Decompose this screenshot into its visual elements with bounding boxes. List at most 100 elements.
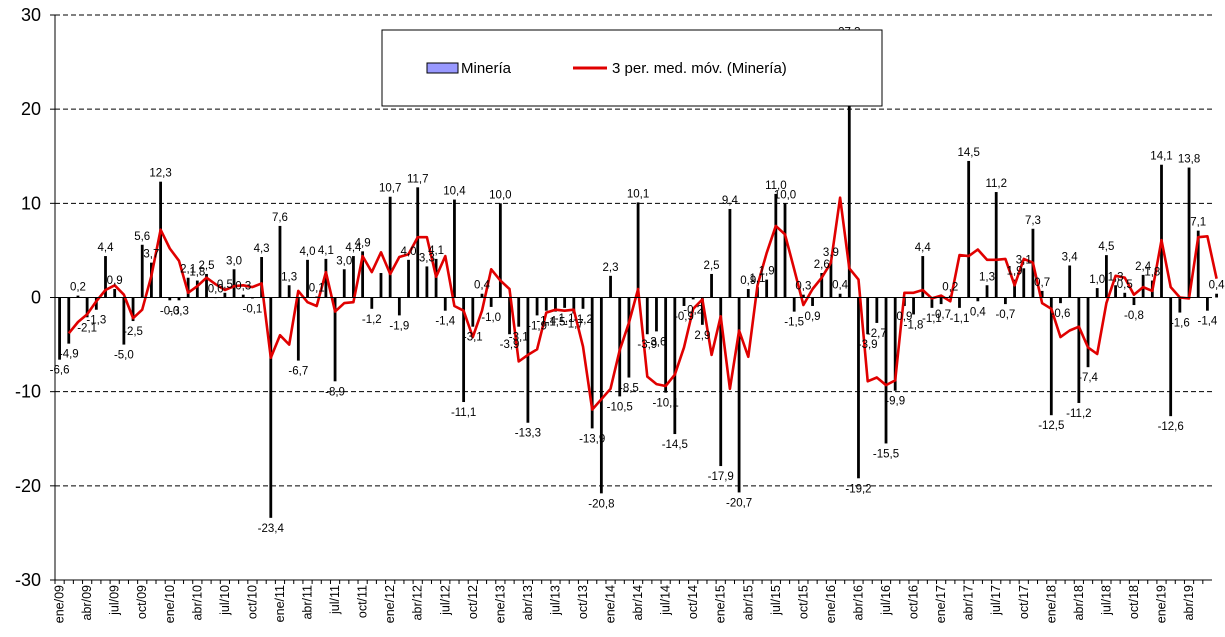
data-label: 1,3 (979, 271, 995, 283)
data-label: -1,5 (784, 317, 804, 329)
x-tick-label: abr/19 (1182, 585, 1196, 620)
bar (1206, 297, 1209, 311)
bar (407, 259, 410, 298)
bar (893, 297, 897, 391)
data-label: -1,6 (1170, 318, 1190, 330)
bar (397, 297, 401, 316)
bar (664, 297, 668, 393)
data-label: 1,3 (281, 271, 297, 283)
bar (462, 297, 466, 403)
x-tick-label: jul/18 (1099, 585, 1113, 616)
bar (939, 297, 943, 305)
bar (682, 297, 686, 306)
y-tick-label: 10 (21, 193, 41, 213)
bar (838, 293, 842, 298)
data-label: -8,5 (619, 383, 639, 395)
bar (691, 297, 695, 300)
bar (498, 203, 502, 298)
bar (930, 297, 934, 308)
data-label: 0,3 (235, 281, 251, 293)
bar (581, 297, 585, 309)
bar (783, 203, 787, 298)
data-label: 14,1 (1150, 151, 1172, 163)
data-label: -1,4 (536, 316, 556, 328)
y-tick-label: -30 (15, 570, 41, 590)
x-tick-label: ene/12 (383, 585, 397, 623)
bar (526, 297, 530, 423)
data-label: 5,6 (134, 231, 150, 243)
legend-box (381, 29, 883, 107)
data-label: 4,1 (318, 245, 334, 257)
data-label: 0,9 (740, 275, 756, 287)
data-label: 1,8 (1144, 267, 1160, 279)
data-label: -1,2 (362, 314, 382, 326)
data-label: -1,1 (555, 313, 575, 325)
data-label: -17,9 (708, 471, 734, 483)
bar (1059, 297, 1062, 304)
bar (517, 297, 521, 327)
bar (1077, 297, 1081, 403)
bar (673, 297, 677, 435)
data-label: 3,7 (143, 249, 159, 261)
data-label: 0,3 (795, 281, 811, 293)
x-tick-label: jul/15 (769, 585, 783, 616)
data-label: -10,1 (653, 398, 679, 410)
x-tick-label: oct/13 (576, 585, 590, 619)
data-label: -1,3 (86, 315, 106, 327)
bar (361, 251, 365, 298)
bar (1196, 230, 1200, 298)
bar (857, 297, 860, 479)
bar (1013, 279, 1016, 298)
bar (976, 297, 980, 302)
data-label: 11,2 (985, 178, 1007, 190)
data-label: -1,8 (904, 319, 924, 331)
data-label: 3,1 (1016, 254, 1032, 266)
legend: Minería 3 per. med. móv. (Minería) (381, 29, 883, 107)
data-label: 1,0 (1089, 274, 1105, 286)
data-label: 1,9 (1007, 266, 1023, 278)
data-label: 10,0 (774, 189, 796, 201)
bar (728, 208, 732, 298)
x-tick-label: jul/17 (989, 585, 1003, 616)
bar (1187, 167, 1191, 298)
bar (847, 40, 851, 298)
data-label: 7,3 (1025, 215, 1041, 227)
data-label: -3,1 (463, 332, 483, 344)
data-label: 4,4 (915, 242, 932, 254)
y-tick-label: 0 (31, 288, 41, 308)
data-label: -0,7 (995, 309, 1015, 321)
bar (912, 297, 915, 315)
data-labels: -6,6 -4,9 0,2 -2,1-1,3 4,4 0,9 -5,0 -2,5 5,6 3,7 1… (50, 26, 1225, 534)
data-label: 3,0 (336, 255, 352, 267)
bar (563, 297, 567, 308)
data-label: -15,5 (873, 448, 899, 460)
data-label: 1,8 (189, 267, 205, 279)
data-label: 2,5 (704, 260, 720, 272)
data-label: 0,5 (1117, 279, 1133, 291)
bar (443, 297, 447, 311)
bar (168, 297, 172, 301)
data-label: -0,8 (1124, 310, 1144, 322)
bar (177, 297, 181, 301)
x-tick-label: abr/10 (190, 585, 204, 620)
data-label: 0,4 (832, 280, 849, 292)
data-label: -1,9 (389, 320, 409, 332)
legend-label-line: 3 per. med. móv. (Minería) (612, 60, 787, 77)
bar (627, 297, 631, 378)
data-label: 0,5 (217, 279, 233, 291)
data-label: -19,2 (845, 483, 871, 495)
data-label: -0,2 (683, 304, 703, 316)
data-label: -1,5 (546, 317, 566, 329)
data-label: 1,3 (1108, 271, 1124, 283)
data-label: -1,4 (1197, 316, 1217, 328)
x-tick-label: oct/09 (135, 585, 149, 619)
data-label: 0,4 (970, 306, 987, 318)
x-tick-label: oct/16 (907, 585, 921, 619)
data-label: 7,6 (272, 212, 288, 224)
bar (131, 297, 135, 322)
bar (1169, 297, 1173, 417)
data-label: 12,3 (149, 168, 171, 180)
bar (58, 297, 61, 360)
bar (241, 294, 245, 298)
